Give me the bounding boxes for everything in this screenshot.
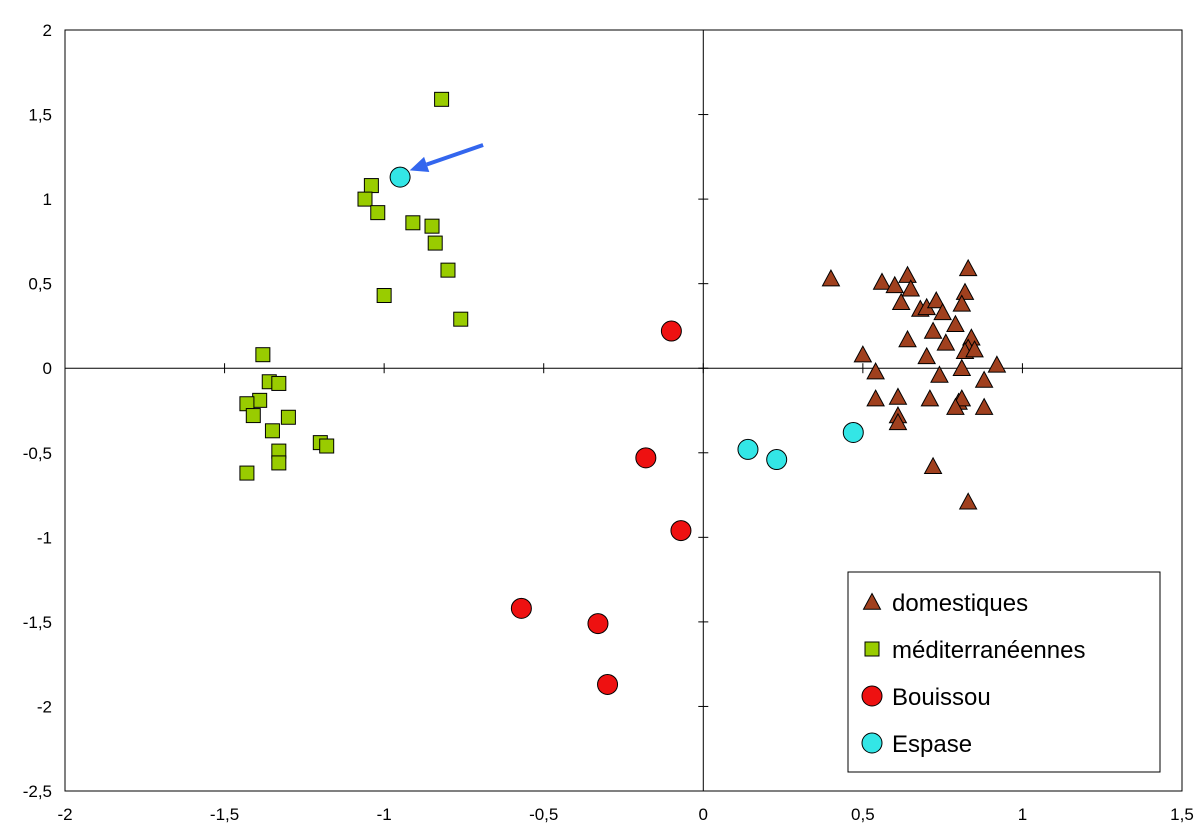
annotation-arrow-shaft xyxy=(426,143,484,167)
data-point xyxy=(891,292,911,310)
series-3 xyxy=(389,166,864,471)
legend-marker xyxy=(861,732,883,754)
data-point xyxy=(370,205,386,221)
data-point xyxy=(427,235,443,251)
x-tick-label: 0 xyxy=(699,805,708,824)
data-point xyxy=(597,673,619,695)
y-tick-label: 1,5 xyxy=(28,106,52,125)
data-point xyxy=(936,333,956,351)
y-tick-label: 0 xyxy=(43,359,52,378)
data-point xyxy=(357,191,373,207)
data-point xyxy=(670,520,692,542)
x-tick-label: -1 xyxy=(377,805,392,824)
data-point xyxy=(587,613,609,635)
data-point xyxy=(853,345,873,363)
data-point xyxy=(955,282,975,300)
data-point xyxy=(917,346,937,365)
legend-label: domestiques xyxy=(892,590,1028,617)
data-point xyxy=(434,91,450,107)
data-point xyxy=(245,408,261,424)
y-tick-label: -1 xyxy=(37,528,52,547)
series-2 xyxy=(510,320,692,695)
data-point xyxy=(821,269,841,287)
data-point xyxy=(933,302,952,321)
data-point xyxy=(885,275,905,294)
data-point xyxy=(930,365,949,383)
data-point xyxy=(952,358,972,376)
data-point xyxy=(958,492,978,510)
data-point xyxy=(280,409,296,425)
data-point xyxy=(363,178,379,194)
y-tick-label: -0,5 xyxy=(23,444,52,463)
annotation-arrow-head xyxy=(409,156,430,173)
x-tick-label: -2 xyxy=(57,805,72,824)
y-tick-label: 1 xyxy=(43,190,52,209)
legend-label: méditerranéennes xyxy=(892,637,1085,664)
data-point xyxy=(660,320,682,342)
data-point xyxy=(264,423,280,439)
y-tick-label: -1,5 xyxy=(23,613,52,632)
data-point xyxy=(920,389,940,407)
data-point xyxy=(946,314,965,332)
data-point xyxy=(958,258,978,277)
data-point xyxy=(510,597,532,619)
legend-label: Espase xyxy=(892,731,972,758)
legend-marker xyxy=(862,592,882,610)
data-point xyxy=(376,288,392,304)
y-tick-label: -2 xyxy=(37,697,52,716)
series-1 xyxy=(239,91,469,481)
data-point xyxy=(974,397,994,415)
legend-label: Bouissou xyxy=(892,684,991,711)
data-point xyxy=(898,265,917,283)
data-point xyxy=(635,447,657,469)
data-point xyxy=(842,421,864,443)
series-0 xyxy=(821,258,1007,510)
y-tick-label: 2 xyxy=(43,21,52,40)
data-point xyxy=(974,370,994,388)
data-point xyxy=(965,340,984,358)
x-tick-label: -0,5 xyxy=(529,805,558,824)
x-tick-label: 1 xyxy=(1018,805,1027,824)
data-point xyxy=(252,392,268,408)
data-point xyxy=(440,262,456,278)
data-point xyxy=(453,311,469,327)
data-point xyxy=(389,166,411,188)
data-point xyxy=(866,389,885,407)
legend-marker xyxy=(861,685,883,707)
data-point xyxy=(923,456,943,475)
data-point xyxy=(888,412,908,431)
data-point xyxy=(271,455,287,471)
legend-marker xyxy=(864,641,880,657)
data-point xyxy=(424,218,440,234)
data-point xyxy=(255,347,271,363)
data-point xyxy=(239,465,255,481)
data-point xyxy=(901,279,921,297)
data-point xyxy=(987,355,1007,373)
y-tick-label: -2,5 xyxy=(23,782,52,801)
data-point xyxy=(405,215,421,231)
x-tick-label: 1,5 xyxy=(1170,805,1194,824)
data-point xyxy=(271,375,287,391)
data-point xyxy=(319,438,335,454)
data-point xyxy=(872,272,892,290)
data-point xyxy=(766,449,788,471)
data-point xyxy=(888,387,908,405)
y-tick-label: 0,5 xyxy=(28,275,52,294)
data-point xyxy=(737,438,759,460)
data-point xyxy=(946,397,965,415)
legend-box xyxy=(847,571,1161,773)
data-point xyxy=(866,362,885,380)
data-point xyxy=(923,321,943,339)
x-tick-label: -1,5 xyxy=(210,805,239,824)
data-point xyxy=(926,291,946,309)
data-point xyxy=(898,329,917,348)
x-tick-label: 0,5 xyxy=(851,805,875,824)
data-point xyxy=(952,294,972,312)
